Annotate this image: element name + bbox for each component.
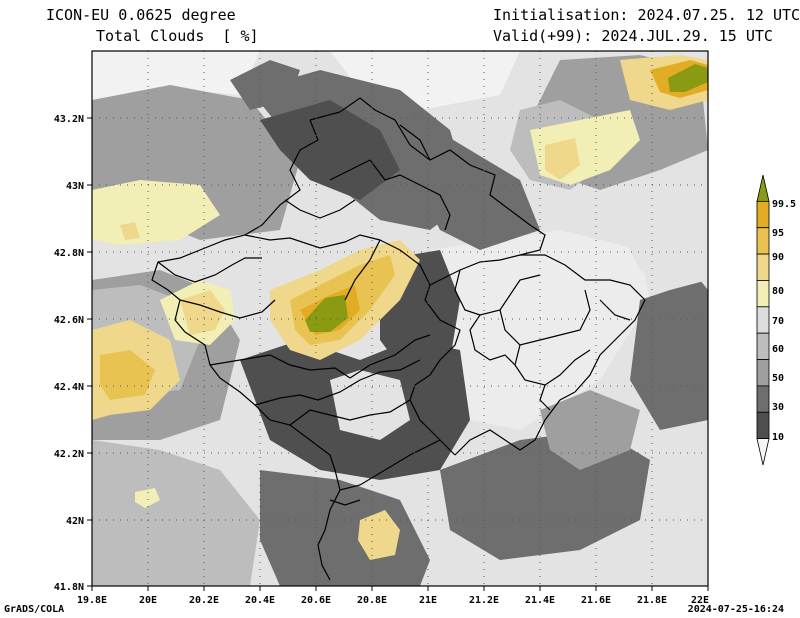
- legend-swatch: [756, 306, 770, 334]
- legend-label: 50: [772, 373, 784, 384]
- legend-label: 60: [772, 344, 784, 355]
- latitude-labels: 43.2N 43N 42.8N 42.6N 42.4N 42.2N 42N 41…: [54, 114, 84, 593]
- lon-label: 20.4E: [245, 595, 275, 606]
- lon-label: 20.6E: [301, 595, 331, 606]
- legend-arrow-top: [756, 174, 770, 202]
- legend-label: 99.5: [772, 199, 796, 210]
- lon-label: 20.2E: [189, 595, 219, 606]
- lat-label: 42.8N: [54, 248, 84, 259]
- lon-label: 21.4E: [525, 595, 555, 606]
- graticule: [92, 51, 708, 586]
- legend-swatch: [756, 385, 770, 413]
- legend-label: 95: [772, 228, 784, 239]
- lon-label: 21.2E: [469, 595, 499, 606]
- admin-borders: [151, 97, 646, 581]
- legend-label: 10: [772, 432, 784, 443]
- tick-marks: [87, 117, 709, 591]
- legend-swatch: [756, 411, 770, 440]
- timestamp-label: 2024-07-25-16:24: [687, 604, 784, 615]
- longitude-labels: 19.8E 20E 20.2E 20.4E 20.6E 20.8E 21E 21…: [77, 595, 709, 606]
- legend-swatch: [756, 359, 770, 387]
- legend-labels: 99.5 95 90 80 70 60 50 30 10: [772, 199, 796, 443]
- lon-label: 22E: [691, 595, 709, 606]
- valid-time: Valid(+99): 2024.JUL.29. 15 UTC: [493, 27, 773, 45]
- legend-swatch: [756, 280, 770, 308]
- legend-swatch: [756, 227, 770, 255]
- lat-label: 42.2N: [54, 449, 84, 460]
- credit-label: GrADS/COLA: [4, 604, 65, 615]
- lon-label: 20.8E: [357, 595, 387, 606]
- legend-swatch: [756, 200, 770, 229]
- lat-label: 43.2N: [54, 114, 84, 125]
- legend-label: 90: [772, 252, 784, 263]
- lat-label: 41.8N: [54, 582, 84, 593]
- lon-label: 20E: [139, 595, 157, 606]
- lon-label: 21.8E: [637, 595, 667, 606]
- lat-label: 42N: [66, 516, 84, 527]
- lon-label: 19.8E: [77, 595, 107, 606]
- lat-label: 42.4N: [54, 382, 84, 393]
- legend-label: 80: [772, 286, 784, 297]
- legend-boxes: [756, 174, 770, 466]
- legend-label: 30: [772, 402, 784, 413]
- lon-label: 21.6E: [581, 595, 611, 606]
- init-time: Initialisation: 2024.07.25. 12 UTC: [493, 6, 800, 24]
- legend-arrow-bottom: [756, 438, 770, 466]
- model-title: ICON-EU 0.0625 degree: [46, 6, 236, 24]
- lat-label: 43N: [66, 181, 84, 192]
- lat-label: 42.6N: [54, 315, 84, 326]
- field-title: Total Clouds [ %]: [96, 27, 259, 45]
- lon-label: 21E: [419, 595, 437, 606]
- legend-label: 70: [772, 316, 784, 327]
- legend-swatch: [756, 253, 770, 281]
- legend-swatch: [756, 332, 770, 360]
